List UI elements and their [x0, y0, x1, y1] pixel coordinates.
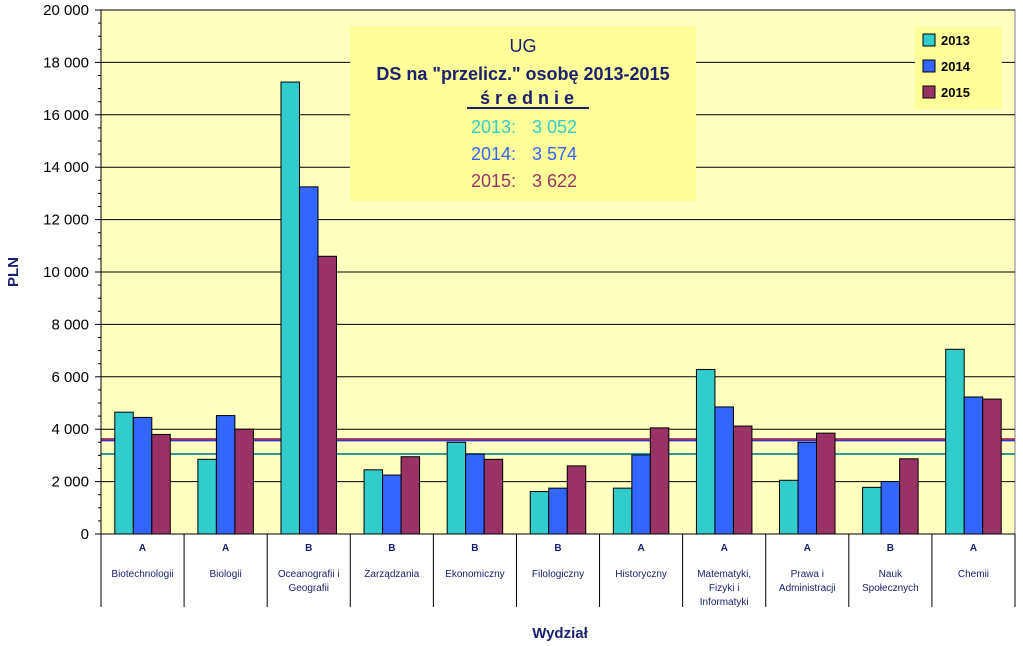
category-label: Biotechnologii — [111, 569, 173, 580]
bar — [566, 465, 587, 535]
group-label: B — [388, 543, 395, 554]
category-label: Fizyki i — [709, 583, 740, 594]
group-label: B — [471, 543, 478, 554]
bar — [483, 458, 504, 535]
average-year-label: 2013: — [471, 117, 516, 137]
group-label: A — [721, 543, 728, 554]
bar — [899, 458, 919, 535]
bar — [529, 491, 550, 535]
group-label: A — [222, 543, 229, 554]
annotation-background — [350, 26, 696, 201]
category-label: Administracji — [779, 583, 836, 594]
average-values: 2013: 3 052 2014: 3 574 2015: 3 622 — [471, 117, 577, 191]
bar — [649, 427, 670, 535]
annotation-box: UG DS na "przelicz." osobę 2013-2015 ś r… — [350, 26, 696, 201]
average-value: 3 622 — [532, 171, 577, 191]
bar — [816, 432, 836, 535]
group-label: B — [887, 543, 894, 554]
y-tick-label: 0 — [81, 526, 89, 543]
y-tick-label: 20 000 — [43, 2, 89, 19]
category-label: Informatyki — [700, 597, 749, 608]
category-label: Nauk — [879, 569, 903, 580]
y-axis-label: PLN — [5, 257, 22, 287]
category-label: Oceanografii i — [278, 569, 340, 580]
x-category-table: A Biotechnologii A Biologii B Oceanografii i G… — [100, 533, 1016, 608]
bar — [132, 416, 153, 535]
bar — [982, 398, 1002, 535]
legend-swatch — [922, 59, 936, 73]
y-tick-label: 10 000 — [43, 264, 89, 281]
bar — [880, 481, 901, 535]
category-label: Zarządzania — [364, 569, 419, 580]
chart-title: UG — [510, 36, 537, 56]
category-label: Historyczny — [615, 569, 667, 580]
bar — [862, 486, 882, 535]
legend-label: 2014 — [941, 59, 971, 74]
y-tick-label: 18 000 — [43, 54, 89, 71]
chart-subtitle: DS na "przelicz." osobę 2013-2015 — [376, 64, 669, 84]
bar — [612, 487, 633, 535]
y-tick-label: 12 000 — [43, 212, 89, 229]
bar — [446, 441, 467, 535]
bar — [363, 469, 384, 535]
y-tick-labels: 0 2 000 4 000 6 000 8 000 10 000 12 000 14 000 1… — [43, 2, 89, 543]
bar — [317, 255, 337, 535]
group-label: A — [139, 543, 146, 554]
legend-swatch — [922, 85, 936, 99]
bar — [732, 425, 753, 535]
y-tick-label: 16 000 — [43, 107, 89, 124]
bar — [797, 441, 818, 535]
average-value: 3 574 — [532, 144, 577, 164]
bar — [400, 456, 421, 535]
category-label: Ekonomiczny — [445, 569, 504, 580]
category-label: Prawa i — [791, 569, 824, 580]
bars — [114, 81, 1002, 535]
group-label: A — [637, 543, 644, 554]
bar — [779, 479, 799, 535]
bar — [631, 454, 651, 535]
category-label: Chemii — [958, 569, 989, 580]
bar — [197, 458, 217, 535]
bar — [465, 453, 485, 535]
group-label: B — [305, 543, 312, 554]
category-label: Biologii — [210, 569, 242, 580]
bar — [963, 396, 984, 535]
bar — [234, 428, 254, 535]
bar — [714, 406, 734, 535]
legend-label: 2015 — [941, 85, 970, 100]
category-label: Społecznych — [862, 583, 919, 594]
group-label: A — [970, 543, 977, 554]
average-heading: ś r e d n i e — [480, 88, 574, 108]
bar — [945, 348, 965, 535]
category-label: Geografii — [288, 583, 329, 594]
bar — [215, 415, 236, 535]
bar — [151, 433, 171, 535]
bar — [695, 368, 716, 535]
average-year-label: 2015: — [471, 171, 516, 191]
average-year-label: 2014: — [471, 144, 516, 164]
legend-label: 2013 — [941, 33, 970, 48]
group-label: A — [804, 543, 811, 554]
bar — [280, 81, 300, 535]
bar — [298, 186, 319, 535]
y-tick-label: 6 000 — [51, 369, 89, 386]
category-label: Matematyki, — [697, 569, 751, 580]
x-axis-label: Wydział — [532, 625, 588, 642]
bar — [548, 487, 568, 535]
y-tick-label: 14 000 — [43, 159, 89, 176]
legend-swatch — [922, 33, 936, 47]
bar — [382, 474, 402, 535]
group-label: B — [554, 543, 561, 554]
bar — [114, 411, 134, 535]
legend: 2013 2014 2015 — [915, 27, 1002, 109]
category-label: Filologiczny — [532, 569, 584, 580]
y-tick-label: 2 000 — [51, 474, 89, 491]
average-value: 3 052 — [532, 117, 577, 137]
y-tick-label: 8 000 — [51, 316, 89, 333]
y-tick-label: 4 000 — [51, 421, 89, 438]
axes — [95, 9, 102, 535]
